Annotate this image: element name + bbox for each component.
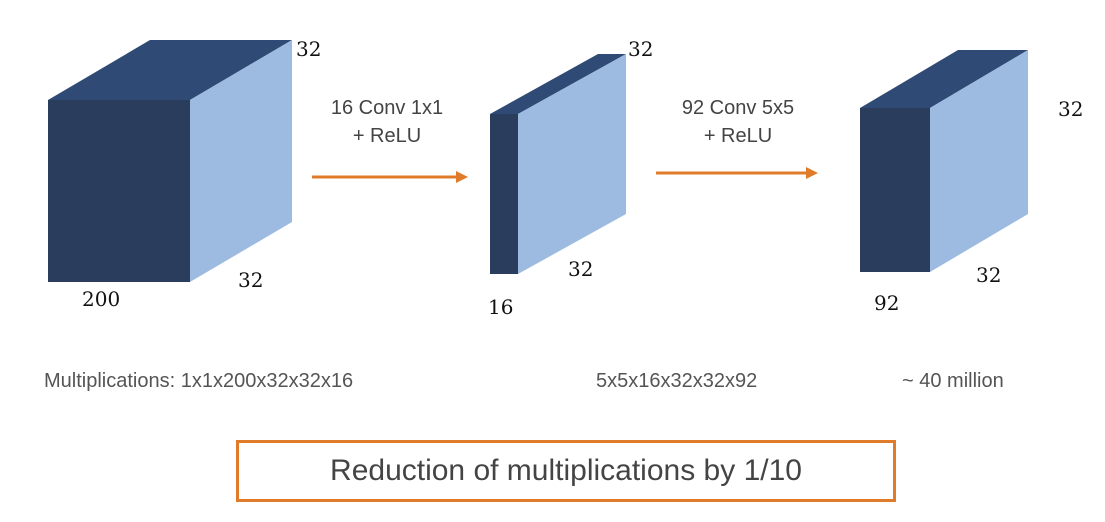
multiplications-first-layer: Multiplications: 1x1x200x32x32x16 (44, 370, 354, 392)
output-volume-top-face (860, 50, 1028, 108)
multiplications-total: ~ 40 million (902, 370, 1004, 392)
reduced-height-label: 32 (628, 37, 653, 61)
op2-line2: + ReLU (703, 125, 773, 147)
op1-label: 16 Conv 1x1 + ReLU (302, 94, 472, 150)
input-volume-top-face (48, 40, 292, 100)
conclusion-text: Reduction of multiplications by 1/10 (330, 454, 802, 487)
output-volume-side-face (930, 50, 1028, 272)
input-volume-block (48, 40, 292, 282)
arrow-1 (312, 171, 468, 183)
input-height-label: 32 (296, 37, 321, 61)
conclusion-box: Reduction of multiplications by 1/10 (236, 440, 896, 502)
reduced-volume-block (490, 54, 626, 274)
reduced-width-label: 32 (568, 257, 593, 281)
reduced-volume-side-face (518, 54, 626, 274)
multiplications-second-layer: 5x5x16x32x32x92 (596, 370, 758, 392)
output-depth-label: 92 (874, 291, 899, 315)
op1-line1: 16 Conv 1x1 (330, 97, 444, 119)
arrow-2 (656, 167, 818, 179)
reduced-volume-front-face (490, 114, 518, 274)
reduced-volume-top-face (490, 54, 626, 114)
op2-label: 92 Conv 5x5 + ReLU (648, 94, 828, 150)
output-width-label: 32 (976, 263, 1001, 287)
output-volume-block (860, 50, 1028, 272)
output-volume-front-face (860, 108, 930, 272)
input-depth-label: 200 (82, 287, 120, 311)
input-width-label: 32 (238, 268, 263, 292)
input-volume-front-face (48, 100, 190, 282)
input-volume-side-face (190, 40, 292, 282)
op1-line2: + ReLU (352, 125, 422, 147)
op2-line1: 92 Conv 5x5 (681, 97, 795, 119)
reduced-depth-label: 16 (488, 295, 513, 319)
output-height-label: 32 (1058, 97, 1083, 121)
